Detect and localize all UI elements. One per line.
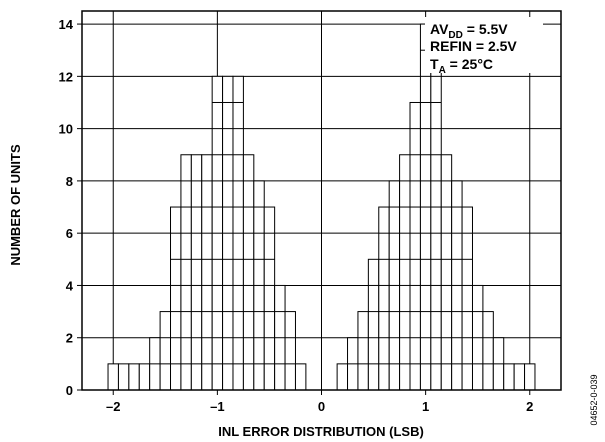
histogram-bar xyxy=(430,23,442,391)
bar-outline xyxy=(503,363,515,391)
figure-id: 04652-0-039 xyxy=(589,374,599,425)
bar-outline xyxy=(378,206,390,391)
x-tick-label: 2 xyxy=(526,399,533,414)
histogram-bar xyxy=(211,75,224,391)
histogram-bar xyxy=(284,311,296,391)
x-tick-label: –1 xyxy=(210,399,224,414)
histogram-bar xyxy=(357,311,369,391)
bar-outline xyxy=(138,363,151,391)
bar-outline xyxy=(128,363,140,391)
histogram-bar xyxy=(451,180,463,391)
histogram-bar xyxy=(492,337,505,391)
bar-outline xyxy=(180,154,192,391)
annotation-box xyxy=(425,17,543,73)
histogram-bar xyxy=(222,75,234,391)
histogram-bar xyxy=(399,154,411,391)
y-tick-label: 4 xyxy=(66,278,74,293)
histogram-bar xyxy=(419,23,432,391)
bar-outline xyxy=(461,206,473,391)
annotation-line-avdd: AVDD = 5.5V xyxy=(430,21,508,41)
histogram-bar xyxy=(388,180,401,391)
bar-outline xyxy=(513,363,526,391)
x-axis-title: INL ERROR DISTRIBUTION (LSB) xyxy=(218,424,424,439)
bar-outline xyxy=(170,206,182,391)
y-tick-label: 8 xyxy=(66,174,73,189)
bar-outline xyxy=(284,311,296,391)
bar-outline xyxy=(294,363,307,391)
bar-outline xyxy=(190,154,203,391)
histogram-bar xyxy=(503,363,515,391)
histogram-bar xyxy=(128,363,140,391)
bar-outline xyxy=(399,154,411,391)
y-tick-label: 2 xyxy=(66,331,73,346)
y-tick-label: 0 xyxy=(66,383,73,398)
histogram-bar xyxy=(294,363,307,391)
bar-outline xyxy=(367,258,380,391)
histogram-bar xyxy=(159,311,172,391)
axis-ticks xyxy=(77,23,531,395)
histogram-bar xyxy=(263,206,276,391)
bar-outline xyxy=(107,363,119,391)
y-tick-label: 12 xyxy=(59,69,73,84)
histogram-bar xyxy=(117,363,130,391)
y-tick-label: 14 xyxy=(59,17,74,32)
x-tick-label: 1 xyxy=(422,399,429,414)
histogram-bar xyxy=(253,180,265,391)
histogram-bar xyxy=(336,363,349,391)
histogram-bar xyxy=(367,258,380,391)
conditions-annotation: AVDD = 5.5V REFIN = 2.5V TA = 25°C xyxy=(425,17,543,76)
histogram-bar xyxy=(138,363,151,391)
histogram-bar xyxy=(378,206,390,391)
x-tick-labels: –2 –1 0 1 2 xyxy=(106,399,533,414)
bar-outline xyxy=(357,311,369,391)
x-tick-label: 0 xyxy=(318,399,325,414)
y-tick-label: 10 xyxy=(59,122,73,137)
histogram-bar xyxy=(461,206,473,391)
bar-outline xyxy=(524,363,536,391)
histogram-bar xyxy=(482,311,494,391)
histogram-bar xyxy=(232,75,244,391)
histogram-bar xyxy=(107,363,119,391)
bar-outline xyxy=(336,363,349,391)
y-axis-title: NUMBER OF UNITS xyxy=(8,144,23,266)
bar-outline xyxy=(263,206,276,391)
histogram-bar xyxy=(242,154,255,391)
y-tick-labels: 0 2 4 6 8 10 12 14 xyxy=(59,17,74,398)
bar-outline xyxy=(159,311,172,391)
annotation-line-refin: REFIN = 2.5V xyxy=(430,38,517,54)
histogram-bar xyxy=(274,284,286,391)
bar-outline xyxy=(440,154,453,391)
annotation-line-ta: TA = 25°C xyxy=(430,56,493,76)
histogram-bar xyxy=(347,337,359,391)
histogram-bar xyxy=(180,154,192,391)
histogram-bar xyxy=(201,154,213,391)
histogram-bar xyxy=(409,101,421,391)
histogram-bar xyxy=(524,363,536,391)
bar-outline xyxy=(409,101,421,391)
histogram-bar xyxy=(440,154,453,391)
histogram-bar xyxy=(471,284,484,391)
bar-outline xyxy=(201,154,213,391)
y-tick-label: 6 xyxy=(66,226,73,241)
bar-outline xyxy=(242,154,255,391)
x-tick-label: –2 xyxy=(106,399,120,414)
histogram-bar xyxy=(513,363,526,391)
histogram-bar xyxy=(170,206,182,391)
histogram-bar xyxy=(190,154,203,391)
bar-outline xyxy=(117,363,130,391)
bar-outline xyxy=(482,311,494,391)
histogram-bar xyxy=(149,337,161,391)
